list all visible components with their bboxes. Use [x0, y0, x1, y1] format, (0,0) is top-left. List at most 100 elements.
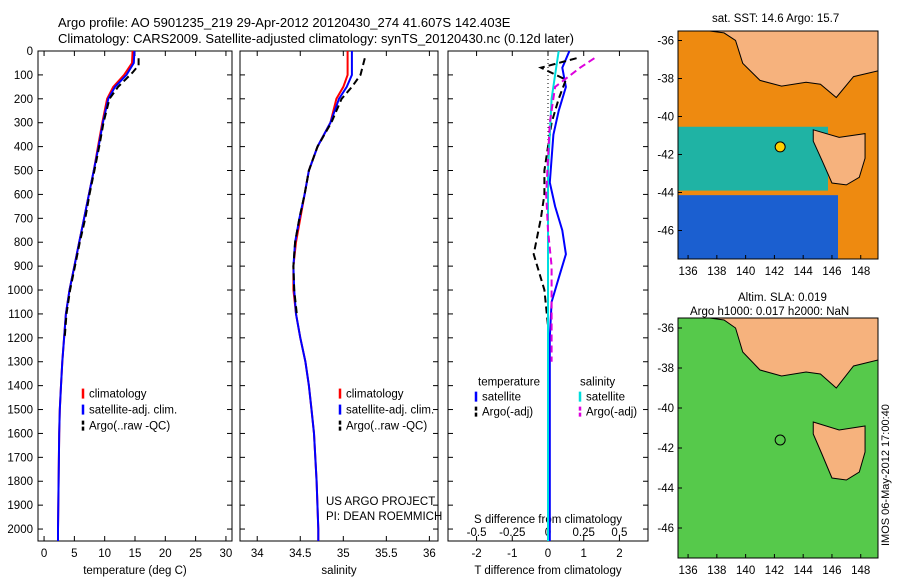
- lon-tick-label: 140: [736, 565, 755, 577]
- y-tick-label: 1500: [7, 405, 33, 417]
- header-line-2: Climatology: CARS2009. Satellite-adjuste…: [58, 31, 574, 46]
- series-line-2-2: [292, 51, 353, 541]
- x-tick-label: 34: [251, 548, 264, 560]
- lon-tick-label: 138: [707, 266, 726, 278]
- y-tick-label: 1700: [7, 452, 33, 464]
- x-axis-label: T difference from climatology: [474, 565, 621, 577]
- lat-tick-label: -40: [657, 403, 674, 415]
- y-tick-label: 2000: [7, 524, 33, 536]
- lon-tick-label: 136: [678, 266, 697, 278]
- y-tick-label: 1600: [7, 428, 33, 440]
- x-tick-label: 0: [545, 548, 551, 560]
- lat-tick-label: -42: [657, 150, 674, 162]
- x-tick-label: 35.5: [375, 548, 397, 560]
- y-tick-label: 100: [14, 70, 33, 82]
- y-tick-label: 300: [14, 118, 33, 130]
- y-tick-label: 900: [14, 261, 33, 273]
- legend-label: satellite: [586, 392, 625, 404]
- x-tick-label: 36: [423, 548, 436, 560]
- x-tick-label: 25: [189, 548, 202, 560]
- s-diff-tick-label: -0.5: [467, 527, 487, 539]
- y-tick-label: 1400: [7, 381, 33, 393]
- s-diff-tick-label: 0.5: [611, 527, 627, 539]
- y-tick-label: 700: [14, 213, 33, 225]
- panel-frame-1: [37, 50, 233, 542]
- cool-water-band: [678, 126, 828, 191]
- x-tick-label: 35: [337, 548, 350, 560]
- series-line-1-3: [63, 58, 140, 338]
- lat-tick-label: -44: [657, 483, 674, 495]
- x-axis-label: salinity: [321, 565, 356, 577]
- lat-tick-label: -36: [657, 36, 674, 48]
- legend-label: satellite-adj. clim.: [346, 405, 434, 417]
- legend-label: Argo(..raw -QC): [346, 421, 427, 433]
- sla-map-title-2: Argo h1000: 0.017 h2000: NaN: [690, 306, 850, 318]
- x-tick-label: 1: [581, 548, 587, 560]
- legend-label: Argo(-adj): [482, 407, 533, 419]
- argo-float-marker: [774, 141, 786, 153]
- x-tick-label: 30: [220, 548, 233, 560]
- panel-frame-2: [239, 50, 439, 542]
- cold-water-band: [678, 195, 838, 259]
- sst-map-title: sat. SST: 14.6 Argo: 15.7: [712, 13, 840, 25]
- x-axis-label: temperature (deg C): [83, 565, 187, 577]
- sla-map: [677, 317, 879, 559]
- lon-tick-label: 140: [736, 266, 755, 278]
- x-tick-label: 20: [159, 548, 172, 560]
- s-diff-tick-label: 0.25: [573, 527, 595, 539]
- lat-tick-label: -40: [657, 112, 674, 124]
- header-line-1: Argo profile: AO 5901235_219 29-Apr-2012…: [58, 15, 511, 30]
- y-tick-label: 500: [14, 166, 33, 178]
- lat-tick-label: -46: [657, 226, 674, 238]
- series-line-3-1: [548, 50, 571, 541]
- project-annotation: US ARGO PROJECT: [326, 496, 435, 508]
- sla-map-title-1: Altim. SLA: 0.019: [738, 292, 827, 304]
- legend-label: satellite: [482, 392, 521, 404]
- lat-tick-label: -36: [657, 323, 674, 335]
- lon-tick-label: 148: [851, 266, 870, 278]
- sla-map-frame: [677, 317, 879, 559]
- y-tick-label: 1300: [7, 357, 33, 369]
- tasmania: [812, 421, 866, 481]
- lon-tick-label: 142: [765, 266, 784, 278]
- legend-label: Argo(..raw -QC): [89, 421, 170, 433]
- sst-map: [677, 30, 879, 260]
- lon-tick-label: 138: [707, 565, 726, 577]
- y-tick-label: 1000: [7, 285, 33, 297]
- x-tick-label: 2: [616, 548, 622, 560]
- s-diff-tick-label: -0.25: [499, 527, 525, 539]
- y-tick-label: 1900: [7, 500, 33, 512]
- project-annotation: PI: DEAN ROEMMICH: [326, 511, 442, 523]
- y-tick-label: 600: [14, 189, 33, 201]
- lon-tick-label: 146: [822, 266, 841, 278]
- lon-tick-label: 144: [794, 565, 814, 577]
- legend-label: Argo(-adj): [586, 407, 637, 419]
- lat-tick-label: -38: [657, 363, 674, 375]
- argo-float-marker: [774, 434, 786, 446]
- x-tick-label: -2: [471, 548, 481, 560]
- y-tick-label: 400: [14, 142, 33, 154]
- y-tick-label: 1200: [7, 333, 33, 345]
- y-tick-label: 1800: [7, 476, 33, 488]
- lon-tick-label: 142: [765, 565, 784, 577]
- series-line-2-3: [292, 57, 366, 315]
- lon-tick-label: 144: [794, 266, 814, 278]
- x-tick-label: 34.5: [289, 548, 311, 560]
- lon-tick-label: 136: [678, 565, 697, 577]
- sst-map-frame: [677, 30, 879, 260]
- legend-label: climatology: [346, 389, 404, 401]
- y-tick-label: 800: [14, 237, 33, 249]
- series-line-3-3: [547, 50, 560, 541]
- series-line-3-2: [532, 57, 577, 362]
- x-tick-label: 10: [98, 548, 111, 560]
- lat-tick-label: -42: [657, 443, 674, 455]
- legend-label: satellite-adj. clim.: [89, 405, 177, 417]
- series-line-2-1: [292, 51, 349, 541]
- legend-title-temperature: temperature: [478, 377, 540, 389]
- x-tick-label: -1: [507, 548, 517, 560]
- legend-label: climatology: [89, 389, 147, 401]
- lat-tick-label: -46: [657, 523, 674, 535]
- y-tick-label: 1100: [8, 309, 33, 321]
- lon-tick-label: 146: [822, 565, 841, 577]
